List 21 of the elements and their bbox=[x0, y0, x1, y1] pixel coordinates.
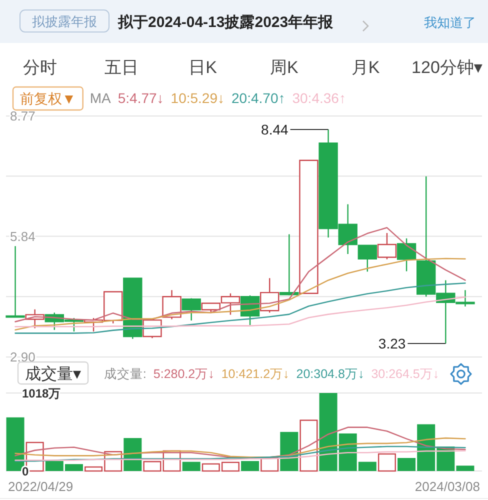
annotation: 8.44 bbox=[261, 122, 288, 138]
text: 五日 bbox=[104, 58, 138, 77]
text: 2022/04/29 bbox=[8, 479, 74, 494]
text: 月K bbox=[351, 58, 380, 77]
text: 拟披露年报 bbox=[32, 14, 97, 29]
text: 120分钟▾ bbox=[412, 58, 483, 77]
y-tick-label: 8.77 bbox=[10, 108, 36, 124]
text: 我知道了 bbox=[424, 15, 476, 30]
y-tick-label: 1018万 bbox=[22, 386, 61, 400]
text: 前复权▼ bbox=[20, 90, 76, 107]
legend: MA 5:4.77↓ 10:5.29↓ 20:4.70↑ 30:4.36↑ bbox=[90, 90, 346, 106]
text: 日K bbox=[188, 58, 218, 77]
text: 成交量▾ bbox=[25, 364, 82, 383]
y-tick-label: 2.90 bbox=[10, 350, 36, 365]
text: 分时 bbox=[23, 58, 57, 77]
text: 周K bbox=[270, 58, 300, 77]
y-tick-label: 5.84 bbox=[10, 228, 36, 244]
annotation: 3.23 bbox=[378, 335, 406, 352]
legend: 成交量: 5:280.2万↓ 10:421.2万↓ 20:304.8万↓ 30:264.5万↓ bbox=[104, 367, 440, 381]
text: 拟于2024-04-13披露2023年年报 bbox=[117, 14, 334, 31]
text: 2024/03/08 bbox=[414, 479, 480, 494]
